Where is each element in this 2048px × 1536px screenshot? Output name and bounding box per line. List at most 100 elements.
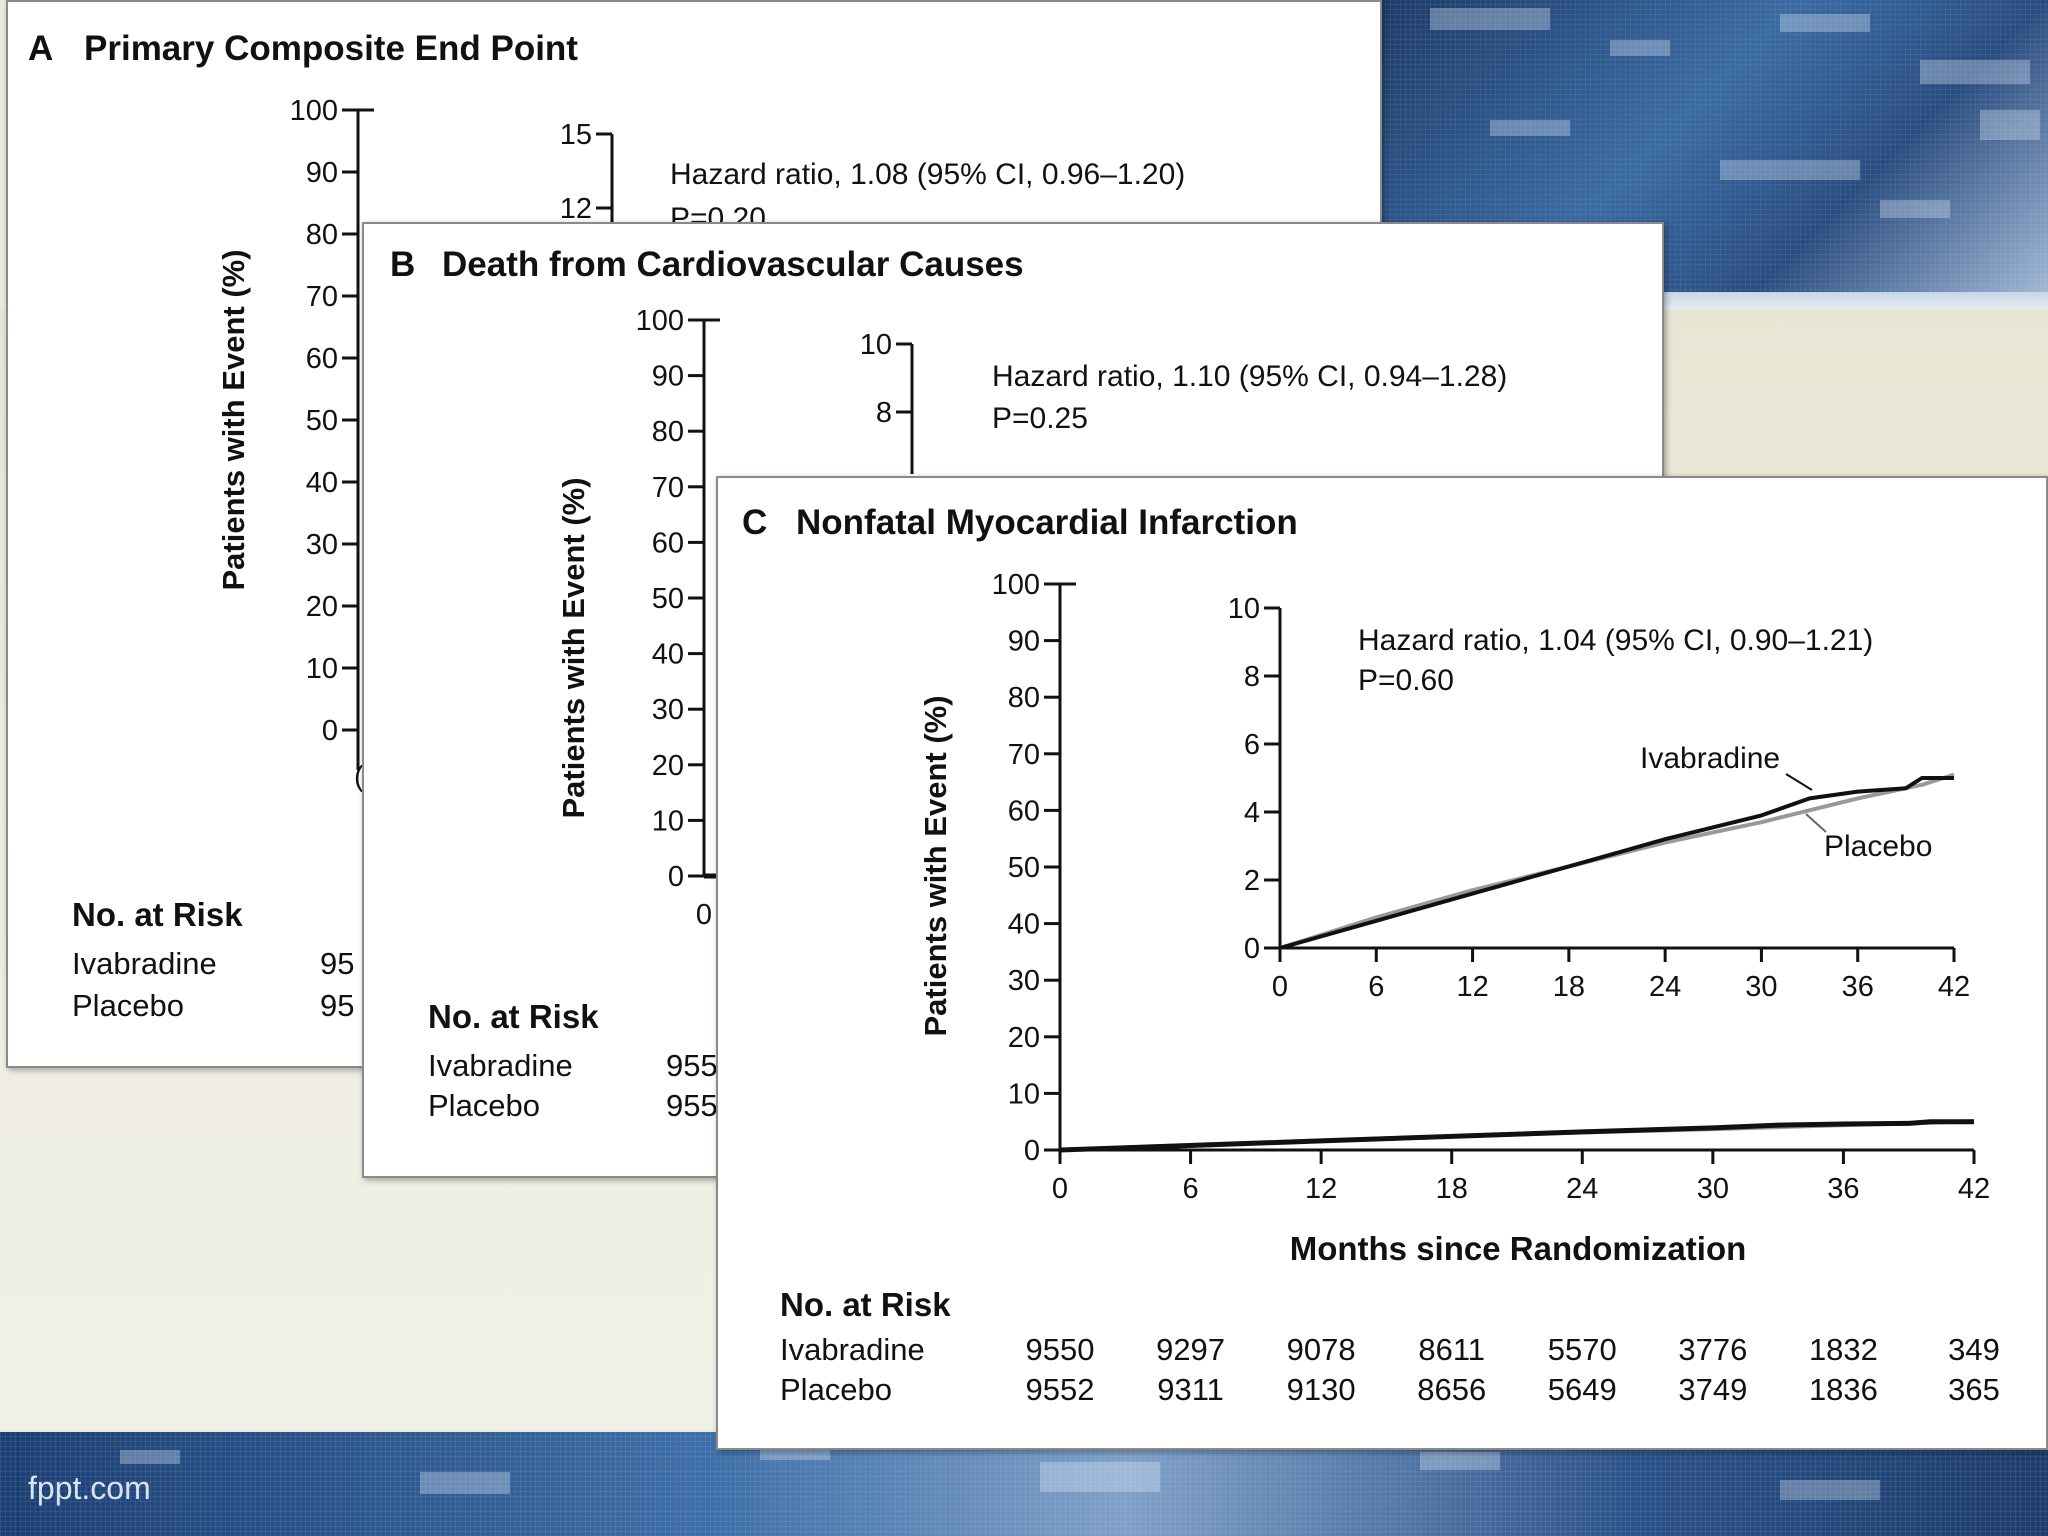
panel-c-risk-value-ivabradine-18: 8611 <box>1418 1332 1485 1367</box>
panel-a-x-tick-0: ( <box>354 761 364 793</box>
panel-c-risk-value-placebo-18: 8656 <box>1417 1372 1486 1407</box>
panel-b-chart: B Death from Cardiovascular Causes Patie… <box>390 245 1507 1123</box>
panel-a-risk-heading: No. at Risk <box>72 896 243 933</box>
panel-c-leader-ivabradine <box>1785 773 1813 791</box>
background-tile <box>1780 14 1870 32</box>
panel-b-y-tick-label-20: 20 <box>652 750 684 782</box>
panel-a-y-tick-label-20: 20 <box>306 591 338 623</box>
panel-a-y-tick-label-100: 100 <box>290 95 338 127</box>
panel-c-inset-x-ticks: 0 6 12 18 24 30 36 42 <box>1272 948 1970 1003</box>
panel-c-risk-value-placebo-6: 9311 <box>1157 1372 1224 1407</box>
footer-tile <box>120 1450 180 1464</box>
footer-tiles <box>0 1432 2048 1536</box>
panel-c-x-tick-label-12: 12 <box>1305 1173 1337 1205</box>
panel-c-risk-value-placebo-24: 5649 <box>1548 1372 1617 1407</box>
panel-c-risk-table: No. at Risk Ivabradine Placebo 9550 9297 9… <box>780 1286 2000 1407</box>
panel-a-y-tick-label-70: 70 <box>306 281 338 313</box>
panel-c-inset-x-tick-label-24: 24 <box>1649 971 1681 1003</box>
panel-a-y-axis: 0 10 20 30 40 50 60 70 80 90 100 <box>290 95 374 770</box>
panel-c-xlabel: Months since Randomization <box>1290 1230 1747 1267</box>
panel-a-y-tick-label-50: 50 <box>306 405 338 437</box>
panel-b-risk-group-placebo: Placebo <box>428 1088 540 1123</box>
panel-c-inset-x-tick-label-30: 30 <box>1745 971 1777 1003</box>
panel-a-y-tick-label-90: 90 <box>306 157 338 189</box>
panel-a-letter: A <box>28 29 53 68</box>
panel-c-y-tick-label-50: 50 <box>1008 852 1040 884</box>
panel-c-inset-line-ivabradine <box>1279 776 1954 950</box>
panel-c-y-tick-label-70: 70 <box>1008 739 1040 771</box>
panel-c-y-tick-label-30: 30 <box>1008 965 1040 997</box>
panel-a-risk-value-placebo: 95 <box>320 988 354 1023</box>
panel-a-risk-group-placebo: Placebo <box>72 988 184 1023</box>
panel-b-inset: 10 8 Hazard ratio, 1.10 (95% CI, 0.94–1.… <box>860 329 1507 474</box>
panel-c-risk-group-placebo: Placebo <box>780 1372 892 1407</box>
background-tile <box>1720 160 1860 180</box>
panel-c-risk-value-placebo-42: 365 <box>1948 1372 2000 1407</box>
panel-c-letter: C <box>742 503 767 542</box>
panel-b-title: Death from Cardiovascular Causes <box>442 245 1024 284</box>
panel-b-inset-tick-label-8: 8 <box>876 397 892 429</box>
footer-tile <box>420 1472 510 1494</box>
panel-c-x-tick-label-30: 30 <box>1697 1173 1729 1205</box>
panel-c-inset-y-tick-label-6: 6 <box>1244 729 1260 761</box>
panel-a-chart: A Primary Composite End Point Patients w… <box>28 29 1185 1023</box>
panel-c-risk-value-placebo-30: 3749 <box>1678 1372 1747 1407</box>
footer-site-text: fppt.com <box>28 1470 151 1506</box>
panel-c-x-ticks: 0 6 12 18 24 30 36 42 <box>1052 1150 1990 1205</box>
panel-a-risk-value-ivabradine: 95 <box>320 946 354 981</box>
panel-a-inset: 15 12 Hazard ratio, 1.08 (95% CI, 0.96–1… <box>560 119 1185 242</box>
panel-c-risk-value-placebo-12: 9130 <box>1287 1372 1356 1407</box>
panel-b-y-tick-label-90: 90 <box>652 361 684 393</box>
panel-c-hazard-ratio: Hazard ratio, 1.04 (95% CI, 0.90–1.21) <box>1358 624 1873 657</box>
panel-c-y-tick-label-80: 80 <box>1008 682 1040 714</box>
panel-c-inset-x-tick-label-36: 36 <box>1842 971 1874 1003</box>
panel-a-title: Primary Composite End Point <box>84 29 578 68</box>
panel-c-y-ticks: 0 10 20 30 40 50 60 70 80 90 100 <box>992 569 1060 1167</box>
panel-b-inset-tick-label-10: 10 <box>860 329 892 361</box>
panel-c-y-tick-label-0: 0 <box>1024 1135 1040 1167</box>
panel-c-risk-value-ivabradine-30: 3776 <box>1678 1332 1747 1367</box>
panel-c-title: Nonfatal Myocardial Infarction <box>796 503 1298 542</box>
panel-c-x-tick-label-18: 18 <box>1436 1173 1468 1205</box>
panel-b-risk-value-ivabradine: 955 <box>666 1048 718 1083</box>
panel-c-risk-value-placebo-0: 9552 <box>1026 1372 1095 1407</box>
panel-a-inset-tick-label-12: 12 <box>560 193 592 225</box>
panel-b-risk-table: No. at Risk Ivabradine Placebo 955 955 <box>428 998 718 1123</box>
panel-c-risk-value-ivabradine-42: 349 <box>1948 1332 2000 1367</box>
panel-a-hazard-ratio: Hazard ratio, 1.08 (95% CI, 0.96–1.20) <box>670 158 1185 191</box>
background-tile <box>1880 200 1950 218</box>
panel-c-risk-value-ivabradine-12: 9078 <box>1287 1332 1356 1367</box>
panel-c-label-ivabradine: Ivabradine <box>1640 742 1780 775</box>
panel-c-inset-y-tick-label-8: 8 <box>1244 661 1260 693</box>
panel-c-y-tick-label-20: 20 <box>1008 1022 1040 1054</box>
panel-a-y-tick-label-10: 10 <box>306 653 338 685</box>
panel-c-x-tick-label-36: 36 <box>1827 1173 1859 1205</box>
panel-c-inset-x-tick-label-6: 6 <box>1368 971 1384 1003</box>
panel-c-risk-heading: No. at Risk <box>780 1286 951 1323</box>
panel-c-inset-y-tick-label-0: 0 <box>1244 933 1260 965</box>
panel-c-risk-values: 9550 9297 9078 8611 5570 3776 1832 349 9552 9311 9… <box>1026 1332 2000 1407</box>
background-tile <box>1490 120 1570 136</box>
panel-b-risk-heading: No. at Risk <box>428 998 599 1035</box>
panel-b-x-tick-0: 0 <box>696 899 712 931</box>
panel-a-inset-tick-label-15: 15 <box>560 119 592 151</box>
background-tile <box>1610 40 1670 56</box>
panel-c-chart: C Nonfatal Myocardial Infarction Patient… <box>742 503 2000 1407</box>
panel-a-y-ticks: 0 10 20 30 40 50 60 70 80 90 100 <box>290 95 358 747</box>
panel-a-y-tick-label-40: 40 <box>306 467 338 499</box>
panel-b-y-tick-label-30: 30 <box>652 694 684 726</box>
panel-b-y-tick-label-70: 70 <box>652 472 684 504</box>
panel-c: C Nonfatal Myocardial Infarction Patient… <box>716 476 2048 1450</box>
panel-c-risk-value-ivabradine-0: 9550 <box>1026 1332 1095 1367</box>
background-tile <box>1920 60 2030 84</box>
panel-c-inset-x-tick-label-0: 0 <box>1272 971 1288 1003</box>
footer-tile <box>1420 1452 1500 1470</box>
panel-c-p-value: P=0.60 <box>1358 664 1454 697</box>
panel-a-ylabel: Patients with Event (%) <box>216 249 251 590</box>
panel-c-y-tick-label-40: 40 <box>1008 909 1040 941</box>
panel-b-letter: B <box>390 245 415 284</box>
panel-a-risk-group-ivabradine: Ivabradine <box>72 946 217 981</box>
panel-c-risk-value-ivabradine-24: 5570 <box>1548 1332 1617 1367</box>
panel-c-y-tick-label-10: 10 <box>1008 1078 1040 1110</box>
